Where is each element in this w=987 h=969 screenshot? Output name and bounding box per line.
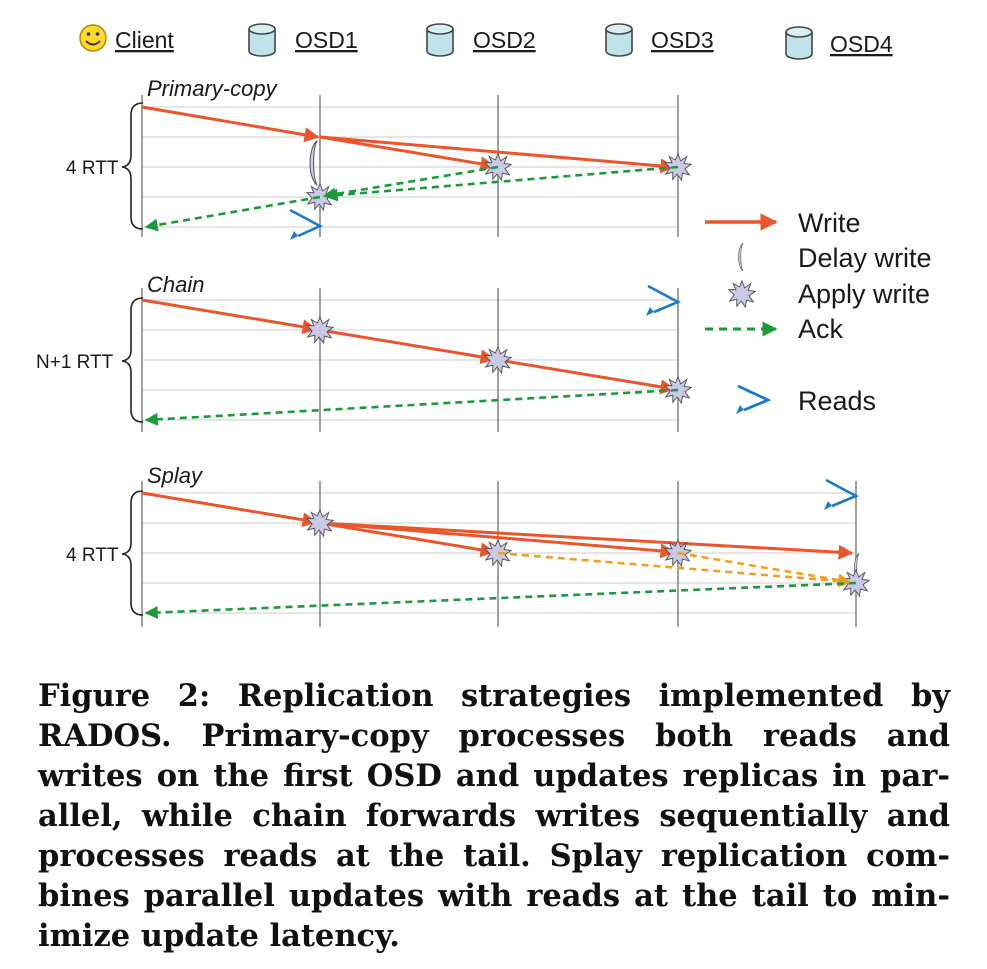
- write-arrow: [141, 298, 318, 335]
- legend-ack-label: Ack: [798, 314, 844, 344]
- legend-apply-label: Apply write: [798, 279, 930, 309]
- figure-caption: Figure 2: Replication strategies impleme…: [38, 678, 950, 954]
- latency-label: 4 RTT: [66, 158, 119, 179]
- osd4-header: OSD4: [785, 26, 893, 60]
- osd1-header: OSD1: [248, 23, 358, 57]
- write-arrow: [319, 135, 496, 172]
- osd2-label: OSD2: [473, 27, 536, 53]
- write-arrow: [319, 521, 496, 558]
- latency-brace: [121, 297, 144, 423]
- delay-write-icon: [309, 140, 318, 186]
- osd2-header: OSD2: [426, 23, 536, 57]
- panel-title: Splay: [147, 463, 204, 488]
- ack-arrow: [324, 165, 679, 202]
- osd4-cylinder-icon: [785, 26, 813, 60]
- legend-write-label: Write: [798, 208, 861, 238]
- client-header: Client: [79, 24, 174, 53]
- write-arrow: [319, 135, 676, 174]
- legend-apply: Apply write: [728, 279, 930, 309]
- osd3-label: OSD3: [651, 27, 714, 53]
- header: Client OSD1 OSD2 OSD3 OSD4: [79, 23, 893, 60]
- write-arrow: [319, 328, 496, 365]
- write-arrow: [141, 105, 320, 143]
- reads-icon: [289, 208, 323, 240]
- replication-diagram: Client OSD1 OSD2 OSD3 OSD4: [36, 23, 932, 627]
- legend: Write Delay write Apply write Ack Reads: [705, 208, 932, 416]
- ack-arrow: [497, 551, 852, 588]
- latency-brace: [121, 102, 144, 230]
- reads-icon: [824, 478, 860, 510]
- panel-chain: Chain N+1 RTT: [36, 272, 692, 432]
- ack-arrow: [322, 165, 499, 201]
- latency-label: 4 RTT: [66, 545, 119, 566]
- write-arrow: [319, 521, 854, 560]
- ack-arrow: [144, 195, 321, 232]
- smiley-icon: [79, 24, 107, 52]
- panel-splay: Splay 4 RTT: [66, 463, 870, 627]
- legend-reads: Reads: [736, 384, 876, 416]
- latency-label: N+1 RTT: [36, 352, 114, 373]
- write-arrow: [319, 521, 676, 559]
- reads-icon: [736, 384, 772, 414]
- legend-ack: Ack: [705, 314, 844, 344]
- legend-delay-label: Delay write: [798, 243, 932, 273]
- osd3-header: OSD3: [605, 23, 714, 57]
- client-label: Client: [115, 27, 174, 53]
- latency-brace: [121, 490, 144, 616]
- legend-write: Write: [705, 208, 861, 238]
- osd2-cylinder-icon: [426, 23, 454, 57]
- timelines: [141, 95, 679, 237]
- grid-lines: [142, 299, 678, 421]
- write-arrow: [497, 358, 676, 395]
- panel-primary-copy: Primary-copy 4 RTT: [66, 76, 692, 240]
- apply-write-icon: [728, 280, 756, 308]
- panel-title: Chain: [147, 272, 204, 297]
- delay-write-icon: [738, 242, 744, 272]
- legend-reads-label: Reads: [798, 386, 876, 416]
- osd3-cylinder-icon: [605, 23, 633, 57]
- panel-title: Primary-copy: [147, 76, 279, 101]
- grid-lines: [142, 106, 678, 228]
- osd1-label: OSD1: [295, 27, 358, 53]
- ack-arrow: [144, 388, 679, 426]
- write-arrow: [141, 491, 318, 528]
- osd4-label: OSD4: [830, 31, 893, 57]
- osd1-cylinder-icon: [248, 23, 276, 57]
- ack-arrow: [144, 581, 857, 620]
- legend-delay: Delay write: [738, 242, 932, 273]
- reads-icon: [646, 284, 682, 316]
- ack-arrow: [677, 551, 852, 587]
